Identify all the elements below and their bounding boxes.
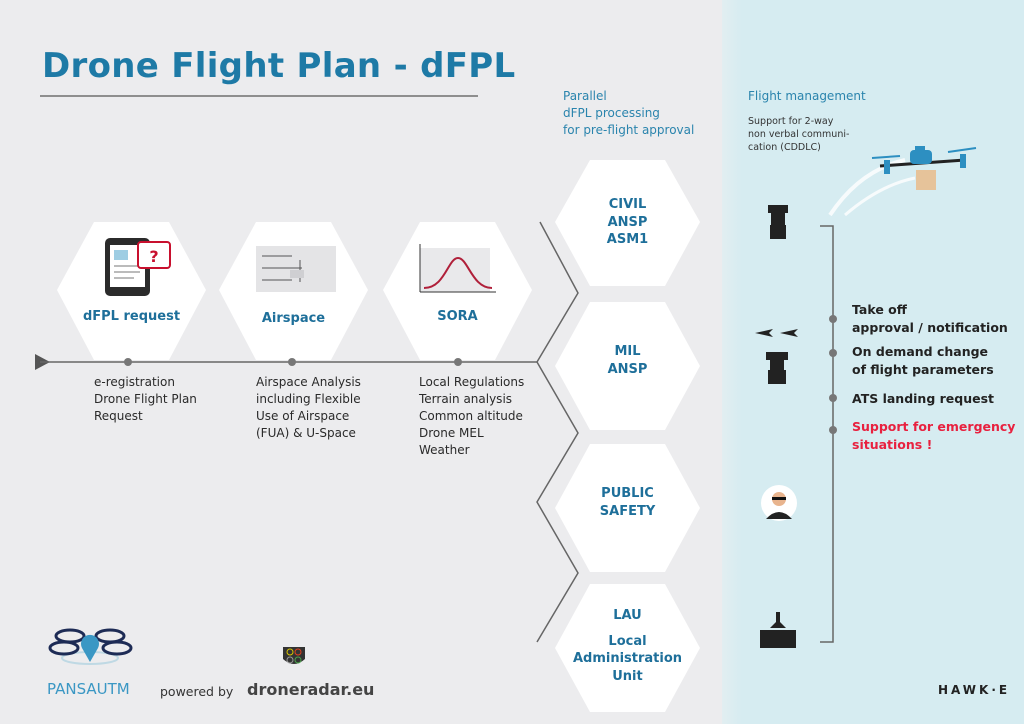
label-line: ASM1 — [606, 232, 649, 247]
detail-line: Airspace Analysis — [256, 375, 361, 389]
timeline-dot — [288, 358, 296, 366]
detail-line: Request — [94, 409, 143, 423]
droneradar-logo — [283, 647, 305, 664]
item-line: situations ! — [852, 437, 933, 452]
label-line: ANSP — [607, 214, 648, 230]
authority-public-safety: PUBLIC SAFETY — [555, 485, 700, 520]
label-line: CIVIL — [608, 197, 647, 212]
subtext-line: cation (CDDLC) — [748, 142, 821, 153]
detail-line: Common altitude — [419, 409, 523, 423]
detail-line: Terrain analysis — [419, 392, 513, 406]
fm-item-takeoff: Take off approval / notification — [852, 301, 1008, 337]
hexagon-civil-ansp — [555, 160, 700, 286]
timeline-dot — [124, 358, 132, 366]
label-line: ANSP — [607, 361, 648, 377]
heading-line: dFPL processing — [563, 106, 660, 120]
flight-management-heading: Flight management — [748, 89, 866, 103]
detail-line: e-registration — [94, 375, 175, 389]
delivery-drone-icon — [828, 146, 977, 217]
detail-line: Drone MEL — [419, 426, 484, 440]
pansa-utm-logo — [48, 628, 133, 665]
parallel-heading: Parallel dFPL processing for pre-flight … — [563, 88, 694, 139]
fm-item-landing-request: ATS landing request — [852, 390, 994, 408]
powered-by-text: powered by — [160, 684, 234, 699]
branch-connector — [536, 221, 579, 643]
step-details-airspace: Airspace Analysis including Flexible Use… — [256, 374, 361, 442]
label-line: Unit — [612, 668, 643, 684]
subtext-line: non verbal communi- — [748, 129, 850, 140]
spacer — [555, 625, 700, 633]
detail-line: Use of Airspace — [256, 409, 350, 423]
authority-lau: LAU Local Administration Unit — [555, 607, 700, 685]
item-line: On demand change — [852, 344, 989, 359]
pansa-utm-wordmark: PANSAUTM — [47, 680, 130, 698]
step-label-airspace: Airspace — [261, 311, 326, 326]
svg-text:?: ? — [149, 247, 158, 266]
heading-line: Parallel — [563, 89, 607, 103]
police-officer-icon — [761, 485, 797, 521]
hexagon-lau — [555, 584, 700, 712]
hawke-logo: HAWK·E — [938, 683, 1011, 697]
fm-item-change-parameters: On demand change of flight parameters — [852, 343, 994, 379]
label-line: MIL — [614, 344, 641, 359]
military-tower-icon — [766, 352, 788, 384]
logo-text: PANSAUTM — [47, 680, 130, 698]
tablet-question-icon: ? — [105, 238, 171, 296]
control-tower-icon — [768, 205, 788, 239]
label-line: SAFETY — [599, 503, 656, 519]
detail-line: Drone Flight Plan — [94, 392, 197, 406]
detail-line: Local Regulations — [419, 375, 525, 389]
droneradar-wordmark: droneradar.eu — [247, 680, 375, 699]
timeline-dot — [454, 358, 462, 366]
town-hall-icon — [760, 612, 796, 648]
flight-management-bracket — [820, 225, 834, 643]
item-line: of flight parameters — [852, 362, 994, 377]
label-line: PUBLIC — [601, 486, 654, 501]
fm-item-emergency: Support for emergency situations ! — [852, 418, 1015, 454]
heading-line: for pre-flight approval — [563, 123, 695, 137]
detail-line: (FUA) & U-Space — [256, 426, 356, 440]
military-aircraft-icon — [755, 329, 798, 337]
airspace-map-icon — [256, 246, 336, 292]
sora-curve-icon — [419, 244, 496, 293]
authority-civil-ansp: CIVIL ANSP ASM1 — [555, 196, 700, 249]
item-line: Take off — [852, 302, 907, 317]
item-line: approval / notification — [852, 320, 1008, 335]
item-line: ATS landing request — [852, 391, 995, 406]
hexagon-mil-ansp — [555, 302, 700, 430]
authority-mil-ansp: MIL ANSP — [555, 343, 700, 378]
item-line: Support for emergency — [852, 419, 1016, 434]
detail-line: including Flexible — [256, 392, 361, 406]
hexagon-public-safety — [555, 444, 700, 572]
page-title: Drone Flight Plan - dFPL — [42, 46, 516, 86]
step-details-dfpl-request: e-registration Drone Flight Plan Request — [94, 374, 197, 425]
subtext-line: Support for 2-way — [748, 116, 834, 127]
label-line: LAU — [613, 608, 642, 623]
detail-line: Weather — [419, 443, 470, 457]
flight-management-subtext: Support for 2-way non verbal communi- ca… — [748, 115, 849, 154]
step-label-sora: SORA — [437, 309, 478, 324]
step-label-dfpl-request: dFPL request — [82, 309, 181, 324]
step-details-sora: Local Regulations Terrain analysis Commo… — [419, 374, 524, 459]
label-line: Administration — [572, 651, 683, 666]
label-line: Local — [608, 633, 647, 649]
